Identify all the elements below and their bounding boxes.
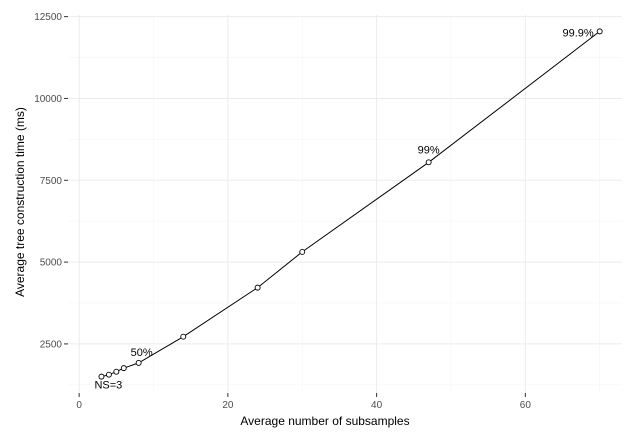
data-point: [425, 159, 432, 166]
data-point: [254, 284, 261, 291]
annotation-label: 99%: [418, 144, 440, 156]
data-point: [180, 333, 187, 340]
major-gridlines: [68, 15, 622, 393]
annotation-label: 99.9%: [562, 27, 593, 39]
x-axis-title: Average number of subsamples: [240, 414, 409, 428]
data-point: [299, 248, 306, 255]
y-axis-title: Average tree construction time (ms): [13, 107, 27, 297]
y-tick-label: 10000: [34, 94, 62, 105]
x-tick-label: 20: [222, 400, 234, 411]
data-point: [135, 359, 142, 366]
x-tick-label: 0: [76, 400, 82, 411]
minor-gridlines: [68, 15, 622, 393]
annotation-label: 50%: [131, 347, 153, 359]
axis-ticks: 0 20 40 60 2500 5000 7500 10000 12500: [34, 12, 531, 411]
data-point: [105, 371, 112, 378]
series-line-group: [101, 31, 601, 378]
x-tick-label: 60: [520, 400, 532, 411]
y-tick-label: 12500: [34, 12, 62, 23]
y-tick-label: 7500: [40, 176, 63, 187]
data-points-group: [98, 28, 603, 380]
y-tick-label: 2500: [40, 339, 63, 350]
series-line: [101, 31, 601, 378]
y-tick-label: 5000: [40, 258, 63, 269]
data-point: [113, 368, 120, 375]
data-point: [120, 365, 127, 372]
x-tick-label: 40: [371, 400, 383, 411]
annotation-label: NS=3: [94, 380, 122, 392]
data-point: [596, 28, 603, 35]
annotations-group: NS=3 50% 99% 99.9%: [94, 27, 593, 391]
data-point: [98, 373, 105, 380]
